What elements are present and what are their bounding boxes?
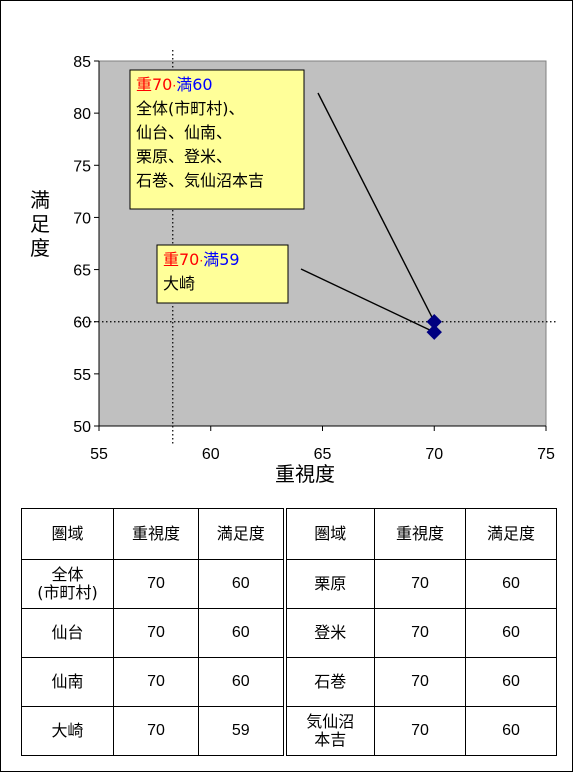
cell-weight: 70	[113, 657, 199, 707]
y-tick-label: 60	[73, 315, 91, 332]
cell-satisfaction: 59	[198, 706, 285, 756]
y-tick-label: 70	[73, 210, 91, 227]
callout-heading: 重70·満60	[136, 75, 213, 94]
cell-weight: 70	[113, 608, 199, 658]
cell-weight: 70	[374, 657, 466, 707]
x-tick-label: 65	[314, 446, 332, 463]
header-area-right: 圏域	[282, 508, 375, 560]
header-area-left: 圏域	[21, 508, 114, 560]
y-tick-label: 85	[73, 54, 91, 71]
header-weight-left: 重視度	[113, 508, 199, 560]
y-tick-label: 65	[73, 263, 91, 280]
x-tick-label: 70	[425, 446, 443, 463]
cell-satisfaction: 60	[465, 559, 557, 609]
header-satisfaction-left: 満足度	[198, 508, 285, 560]
cell-area: 全体 (市町村)	[21, 559, 114, 609]
y-tick-label: 55	[73, 367, 91, 384]
callout-box	[156, 244, 289, 304]
cell-area: 気仙沼 本吉	[282, 706, 375, 756]
callout-line: 仙台、仙南、	[136, 123, 232, 142]
y-tick-label: 50	[73, 419, 91, 436]
data-point-59	[426, 324, 442, 340]
header-satisfaction-right: 満足度	[465, 508, 557, 560]
x-tick-label: 60	[202, 446, 220, 463]
y-axis-title: 満足度	[30, 188, 50, 260]
callout-leader-line	[300, 268, 435, 333]
x-tick-label: 55	[90, 446, 108, 463]
cell-satisfaction: 60	[198, 608, 285, 658]
callout-box	[129, 69, 305, 210]
callout-heading: 重70·満59	[163, 250, 240, 269]
header-weight-right: 重視度	[374, 508, 466, 560]
x-tick-label: 75	[537, 446, 555, 463]
scatter-chart: 50 55 60 65 70 75 80 85 55 60 65 70 75 重視度 満足度 重70·満60 全…	[30, 50, 558, 486]
callout-line: 石巻、気仙沼本吉	[136, 171, 264, 190]
cell-area: 栗原	[282, 559, 375, 609]
cell-weight: 70	[374, 559, 466, 609]
x-axis-title: 重視度	[275, 462, 335, 486]
callout-leader-line	[317, 92, 435, 323]
cell-satisfaction: 60	[465, 657, 557, 707]
cell-area: 大崎	[21, 706, 114, 756]
cell-satisfaction: 60	[198, 657, 285, 707]
table-row: 仙南 70 60 石巻 70 60	[21, 657, 557, 707]
cell-weight: 70	[113, 559, 199, 609]
cell-area: 仙南	[21, 657, 114, 707]
cell-area: 石巻	[282, 657, 375, 707]
cell-weight: 70	[374, 608, 466, 658]
table-header-row: 圏域 重視度 満足度 圏域 重視度 満足度	[21, 508, 557, 560]
cell-satisfaction: 60	[465, 608, 557, 658]
cell-area: 仙台	[21, 608, 114, 658]
cell-weight: 70	[374, 706, 466, 756]
table-row: 仙台 70 60 登米 70 60	[21, 608, 557, 658]
y-tick-label: 80	[73, 106, 91, 123]
cell-area: 登米	[282, 608, 375, 658]
cell-weight: 70	[113, 706, 199, 756]
table-row: 全体 (市町村) 70 60 栗原 70 60	[21, 559, 557, 609]
y-tick-label: 75	[73, 158, 91, 175]
cell-satisfaction: 60	[198, 559, 285, 609]
cell-satisfaction: 60	[465, 706, 557, 756]
summary-table: 圏域 重視度 満足度 圏域 重視度 満足度 全体 (市町村) 70 60 栗原 70 60 仙…	[21, 508, 557, 756]
table-row: 大崎 70 59 気仙沼 本吉 70 60	[21, 706, 557, 756]
callout-line: 全体(市町村)、	[136, 99, 245, 118]
callout-line: 大崎	[163, 274, 195, 293]
callout-line: 栗原、登米、	[136, 147, 232, 166]
